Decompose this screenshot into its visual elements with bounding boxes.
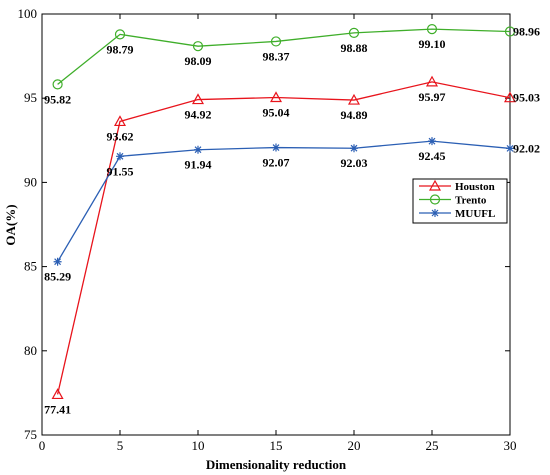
marker-muufl bbox=[53, 257, 62, 266]
data-label-muufl: 92.07 bbox=[263, 156, 290, 170]
data-label-houston: 93.62 bbox=[107, 129, 134, 143]
marker-houston bbox=[503, 91, 517, 103]
data-label-trento: 99.10 bbox=[419, 37, 446, 51]
marker-trento bbox=[504, 26, 516, 37]
marker-houston bbox=[425, 75, 439, 87]
x-tick-label: 30 bbox=[504, 438, 517, 453]
axis-ticks: 0 5 10 15 20 25 30 75 80 85 90 95 100 bbox=[18, 6, 517, 453]
y-axis-label: OA(%) bbox=[3, 204, 18, 245]
marker-muufl bbox=[428, 137, 436, 146]
marker-muufl bbox=[116, 152, 124, 161]
marker-houston bbox=[347, 93, 361, 105]
marker-muufl bbox=[272, 143, 280, 152]
y-tick-label: 80 bbox=[24, 343, 37, 358]
marker-muufl bbox=[350, 144, 358, 153]
data-label-muufl: 91.55 bbox=[107, 164, 134, 178]
x-tick-label: 15 bbox=[270, 438, 283, 453]
data-label-muufl: 85.29 bbox=[44, 270, 71, 284]
data-label-houston: 95.04 bbox=[263, 106, 290, 120]
marker-trento bbox=[270, 36, 282, 47]
marker-houston bbox=[113, 115, 127, 127]
legend-label-muufl: MUUFL bbox=[455, 208, 495, 220]
data-label-muufl: 92.02 bbox=[513, 141, 540, 155]
data-label-trento: 98.79 bbox=[107, 42, 134, 56]
x-tick-label: 0 bbox=[39, 438, 46, 453]
data-labels: 77.41 93.62 94.92 95.04 94.89 95.97 95.03 95.82… bbox=[44, 25, 540, 417]
data-label-trento: 98.88 bbox=[341, 41, 368, 55]
marker-houston bbox=[269, 91, 283, 103]
data-label-houston: 77.41 bbox=[44, 402, 71, 416]
marker-trento bbox=[192, 41, 204, 52]
marker-muufl bbox=[194, 145, 202, 154]
y-tick-label: 90 bbox=[24, 174, 37, 189]
plot-area bbox=[41, 13, 511, 436]
legend-label-trento: Trento bbox=[455, 195, 487, 207]
marker-muufl bbox=[506, 144, 514, 153]
data-label-trento: 98.96 bbox=[513, 25, 540, 39]
data-label-muufl: 92.03 bbox=[341, 156, 368, 170]
legend-marker-trento bbox=[429, 194, 441, 205]
y-tick-label: 100 bbox=[18, 6, 38, 21]
x-axis-label: Dimensionality reduction bbox=[206, 457, 347, 472]
x-tick-label: 25 bbox=[426, 438, 439, 453]
marker-trento bbox=[348, 27, 360, 38]
series-line-houston bbox=[56, 81, 511, 395]
data-label-muufl: 91.94 bbox=[185, 158, 212, 172]
data-label-houston: 95.97 bbox=[419, 90, 446, 104]
legend-label-houston: Houston bbox=[455, 181, 495, 193]
data-label-trento: 95.82 bbox=[44, 92, 71, 106]
marker-trento bbox=[52, 79, 63, 90]
legend-marker-houston bbox=[428, 179, 442, 191]
x-tick-label: 10 bbox=[192, 438, 205, 453]
x-tick-label: 20 bbox=[348, 438, 361, 453]
marker-trento bbox=[426, 24, 438, 35]
data-label-houston: 94.92 bbox=[185, 108, 212, 122]
marker-trento bbox=[114, 29, 126, 40]
data-label-trento: 98.37 bbox=[263, 49, 290, 63]
y-tick-label: 85 bbox=[24, 259, 37, 274]
marker-houston bbox=[51, 388, 64, 400]
data-label-houston: 94.89 bbox=[341, 108, 368, 122]
series-line-trento bbox=[57, 28, 511, 85]
legend-marker-muufl bbox=[431, 209, 439, 217]
series-markers bbox=[51, 24, 517, 400]
x-tick-label: 5 bbox=[117, 438, 124, 453]
y-tick-label: 75 bbox=[24, 427, 37, 442]
y-tick-label: 95 bbox=[24, 90, 37, 105]
data-label-muufl: 92.45 bbox=[419, 149, 446, 163]
data-label-trento: 98.09 bbox=[185, 54, 212, 68]
marker-houston bbox=[191, 93, 205, 105]
data-label-houston: 95.03 bbox=[513, 91, 540, 105]
